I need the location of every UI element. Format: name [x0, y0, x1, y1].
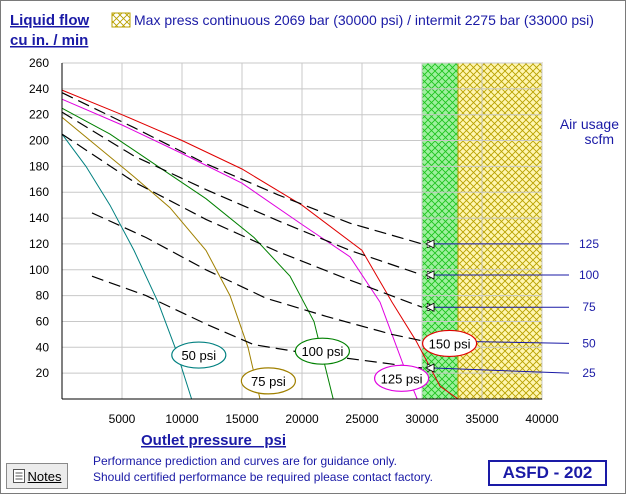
pressure-curve-125-psi: [61, 98, 418, 400]
x-tick-label: 25000: [345, 412, 379, 426]
air-curve-25: [91, 275, 423, 369]
air-usage-value-75: 75: [582, 300, 596, 314]
y-tick-label: 160: [29, 185, 49, 199]
notes-button-label: Notes: [27, 468, 62, 484]
pressure-label-150-psi: 150 psi: [422, 329, 478, 358]
y-tick-label: 180: [29, 159, 49, 173]
x-tick-label: 30000: [405, 412, 439, 426]
y-tick-label: 140: [29, 211, 49, 225]
pressure-curve-75-psi: [61, 116, 261, 400]
y-tick-label: 80: [36, 289, 50, 303]
air-arrowhead-100: [425, 270, 435, 280]
air-arrowhead-75: [425, 302, 435, 312]
air-usage-value-25: 25: [582, 366, 596, 380]
air-curve-50: [91, 212, 423, 342]
x-tick-label: 35000: [465, 412, 499, 426]
air-usage-label-line1: Air usage: [560, 116, 619, 132]
pressure-label-text: 125 psi: [381, 371, 423, 386]
y-tick-label: 240: [29, 82, 49, 96]
y-tick-label: 100: [29, 263, 49, 277]
notes-icon: [12, 469, 25, 483]
pressure-label-50-psi: 50 psi: [171, 341, 227, 369]
pressure-label-125-psi: 125 psi: [374, 364, 430, 392]
x-tick-label: 20000: [285, 412, 319, 426]
pressure-curve-100-psi: [61, 107, 334, 400]
y-tick-label: 120: [29, 237, 49, 251]
y-tick-label: 40: [36, 340, 50, 354]
y-tick-label: 60: [36, 314, 50, 328]
pressure-curve-150-psi: [61, 89, 459, 400]
air-usage-value-125: 125: [579, 237, 599, 251]
pressure-label-ellipse: [422, 329, 478, 358]
air-leader-25: [434, 368, 570, 374]
air-usage-value-100: 100: [579, 268, 599, 282]
model-id-badge: ASFD - 202: [488, 460, 607, 486]
y-tick-label: 220: [29, 108, 49, 122]
x-axis-label: Outlet pressure psi: [141, 432, 286, 449]
pressure-label-ellipse: [374, 364, 430, 392]
x-tick-label: 10000: [165, 412, 199, 426]
pressure-label-75-psi: 75 psi: [240, 367, 296, 395]
pressure-label-text: 75 psi: [251, 374, 286, 389]
air-usage-value-50: 50: [582, 336, 596, 350]
pressure-label-ellipse: [294, 337, 350, 365]
y-tick-label: 20: [36, 366, 50, 380]
y-axis-label-line2: cu in. / min: [10, 32, 88, 49]
y-axis-label-line1: Liquid flow: [10, 12, 89, 29]
y-tick-label: 260: [29, 56, 49, 70]
pressure-label-ellipse: [171, 341, 227, 369]
pressure-label-text: 50 psi: [181, 348, 216, 363]
pressure-label-ellipse: [240, 367, 296, 395]
legend-intermittent-swatch: [111, 12, 131, 28]
footer-disclaimer-line2: Should certified performance be required…: [93, 470, 433, 484]
x-tick-label: 40000: [525, 412, 559, 426]
footer-disclaimer-line1: Performance prediction and curves are fo…: [93, 454, 397, 468]
pressure-label-text: 100 psi: [301, 344, 343, 359]
air-arrowhead-125: [425, 239, 435, 249]
chart-title: Max press continuous 2069 bar (30000 psi…: [134, 12, 594, 28]
pressure-label-text: 150 psi: [429, 336, 471, 351]
air-curve-100: [61, 111, 423, 276]
x-tick-label: 5000: [109, 412, 136, 426]
air-curve-75: [61, 133, 423, 308]
air-usage-label-line2: scfm: [584, 131, 614, 147]
air-curve-125: [61, 92, 423, 245]
pressure-label-100-psi: 100 psi: [294, 337, 350, 365]
y-tick-label: 200: [29, 134, 49, 148]
x-tick-label: 15000: [225, 412, 259, 426]
air-arrowhead-25: [425, 363, 435, 373]
notes-button[interactable]: Notes: [6, 463, 68, 489]
